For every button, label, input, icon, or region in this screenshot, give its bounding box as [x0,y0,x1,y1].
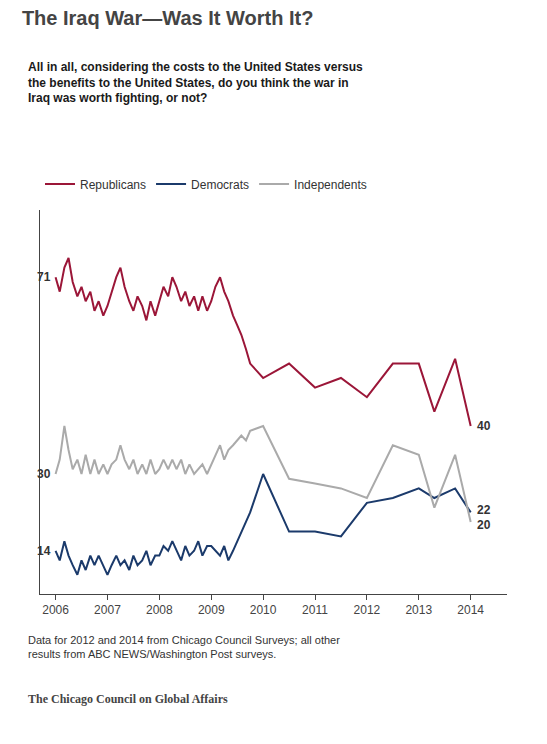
svg-text:The Iraq War—Was It Worth It?: The Iraq War—Was It Worth It? [22,7,313,29]
svg-text:2014: 2014 [457,603,484,617]
svg-text:Independents: Independents [294,178,367,192]
svg-text:All in all, considering the co: All in all, considering the costs to the… [28,60,363,105]
svg-text:2010: 2010 [250,603,277,617]
svg-text:2007: 2007 [94,603,121,617]
svg-text:Democrats: Democrats [191,178,249,192]
svg-text:2012: 2012 [354,603,381,617]
svg-text:2009: 2009 [198,603,225,617]
svg-text:Data for 2012 and 2014 from Ch: Data for 2012 and 2014 from Chicago Coun… [28,634,340,660]
svg-text:22: 22 [477,503,491,517]
svg-text:2011: 2011 [302,603,328,617]
svg-text:30: 30 [37,467,51,481]
svg-text:Republicans: Republicans [80,178,146,192]
svg-text:71: 71 [37,270,51,284]
svg-text:20: 20 [477,518,491,532]
svg-text:2013: 2013 [405,603,432,617]
svg-text:40: 40 [477,419,491,433]
svg-text:14: 14 [37,544,51,558]
svg-text:2006: 2006 [42,603,69,617]
svg-text:2008: 2008 [146,603,173,617]
svg-text:The Chicago Council on Global: The Chicago Council on Global Affairs [28,692,228,706]
